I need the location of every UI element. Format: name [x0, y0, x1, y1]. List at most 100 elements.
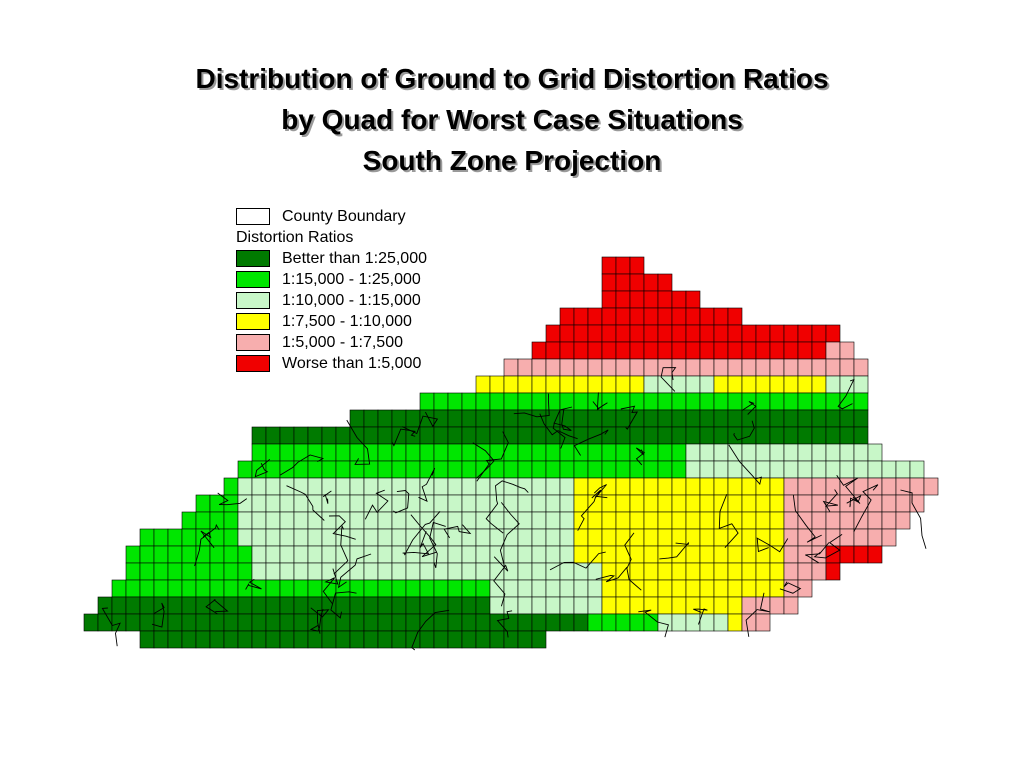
- quad-cell: [293, 562, 309, 581]
- quad-cell: [601, 596, 617, 615]
- quad-cell: [769, 358, 785, 377]
- quad-cell: [391, 545, 407, 564]
- quad-cell: [671, 477, 687, 496]
- quad-cell: [475, 528, 491, 547]
- quad-cell: [545, 511, 561, 530]
- quad-cell: [153, 630, 169, 649]
- quad-cell: [335, 494, 351, 513]
- quad-cell: [867, 443, 883, 462]
- quad-cell: [209, 630, 225, 649]
- legend-class-label: Better than 1:25,000: [282, 250, 427, 267]
- quad-cell: [629, 460, 645, 479]
- quad-cell: [111, 613, 127, 632]
- quad-cell: [601, 477, 617, 496]
- quad-cell: [699, 460, 715, 479]
- quad-cell: [629, 494, 645, 513]
- county-boundary-line: [393, 490, 410, 514]
- legend-class-label: 1:10,000 - 1:15,000: [282, 292, 421, 309]
- quad-cell: [825, 443, 841, 462]
- quad-cell: [671, 392, 687, 411]
- quad-cell: [643, 477, 659, 496]
- quad-cell: [447, 596, 463, 615]
- quad-cell: [503, 443, 519, 462]
- quad-cell: [461, 596, 477, 615]
- quad-cell: [475, 392, 491, 411]
- quad-cell: [755, 358, 771, 377]
- county-boundary-line: [635, 447, 646, 466]
- quad-cell: [517, 511, 533, 530]
- quad-cell: [811, 562, 827, 581]
- quad-cell: [545, 358, 561, 377]
- quad-cell: [741, 477, 757, 496]
- quad-cell: [657, 392, 673, 411]
- county-boundary-line: [638, 609, 669, 638]
- quad-cell: [629, 528, 645, 547]
- quad-cell: [475, 494, 491, 513]
- quad-cell: [755, 613, 771, 632]
- quad-cell: [517, 630, 533, 649]
- county-boundary-line: [472, 442, 495, 479]
- quad-cell: [307, 477, 323, 496]
- quad-cell: [657, 443, 673, 462]
- county-boundary-line: [322, 568, 339, 605]
- quad-cell: [517, 477, 533, 496]
- quad-cell: [657, 307, 673, 326]
- quad-cell: [349, 579, 365, 598]
- quad-cell: [279, 596, 295, 615]
- quad-cell: [139, 630, 155, 649]
- quad-cell: [531, 392, 547, 411]
- quad-cell: [797, 443, 813, 462]
- quad-cell: [713, 392, 729, 411]
- quad-cell: [293, 613, 309, 632]
- quad-cell: [293, 443, 309, 462]
- quad-cell: [349, 443, 365, 462]
- county-boundary-line: [333, 524, 349, 575]
- quad-cell: [531, 443, 547, 462]
- quad-cell: [307, 494, 323, 513]
- quad-cell: [671, 443, 687, 462]
- quad-cell: [517, 443, 533, 462]
- quad-cell: [587, 358, 603, 377]
- quad-cell: [139, 545, 155, 564]
- quad-cell: [825, 460, 841, 479]
- quad-cell: [755, 443, 771, 462]
- legend-swatch: [236, 334, 270, 351]
- quad-cell: [573, 579, 589, 598]
- quad-cell: [601, 307, 617, 326]
- quad-cell: [559, 375, 575, 394]
- quad-cell: [895, 477, 911, 496]
- quad-cell: [671, 307, 687, 326]
- quad-cell: [741, 562, 757, 581]
- quad-cell: [167, 528, 183, 547]
- quad-cell: [391, 596, 407, 615]
- title-line-3: South Zone Projection: [362, 145, 662, 176]
- quad-cell: [573, 545, 589, 564]
- quad-cell: [321, 613, 337, 632]
- quad-cell: [699, 324, 715, 343]
- quad-cell: [517, 528, 533, 547]
- quad-cell: [531, 596, 547, 615]
- quad-cell: [531, 545, 547, 564]
- quad-cell: [433, 443, 449, 462]
- county-boundary-line: [549, 551, 606, 571]
- quad-cell: [559, 477, 575, 496]
- quad-cell: [713, 613, 729, 632]
- quad-cell: [867, 528, 883, 547]
- quad-cell: [559, 613, 575, 632]
- quad-cell: [405, 409, 421, 428]
- quad-cell: [615, 596, 631, 615]
- quad-cell: [363, 443, 379, 462]
- quad-cell: [391, 511, 407, 530]
- quad-cell: [727, 324, 743, 343]
- quad-cell: [783, 460, 799, 479]
- quad-cell: [321, 426, 337, 445]
- quad-cell: [391, 528, 407, 547]
- quad-cell: [433, 494, 449, 513]
- county-boundary-line: [200, 530, 215, 549]
- quad-cell: [741, 579, 757, 598]
- quad-cell: [853, 392, 869, 411]
- county-boundary-line: [553, 408, 572, 431]
- quad-cell: [139, 613, 155, 632]
- quad-cell: [797, 426, 813, 445]
- quad-cell: [615, 341, 631, 360]
